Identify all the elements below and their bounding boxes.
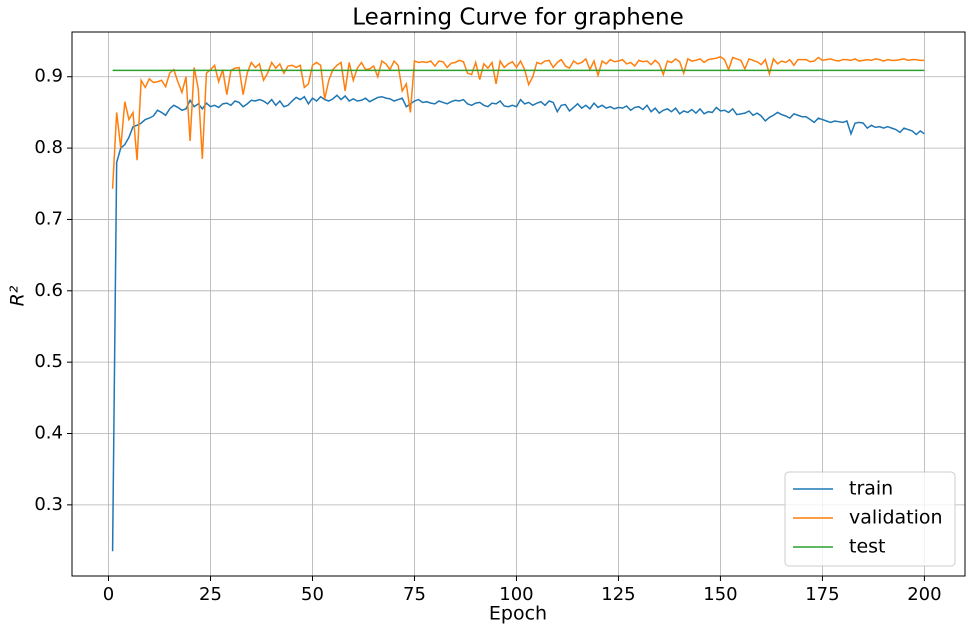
line-series [111,55,925,189]
y-tick-label: 0.3 [34,494,63,515]
y-tick-label: 0.4 [34,423,63,444]
x-axis-label: Epoch [489,603,547,625]
y-tick-label: 0.5 [34,351,63,372]
y-tick-label: 0.8 [34,137,63,158]
x-tick-label: 175 [805,584,839,605]
plot-frame [71,31,966,577]
x-tick-label: 150 [703,584,737,605]
legend-label: train [849,478,893,500]
y-axis-label: R² [7,285,29,306]
legend-label: test [849,536,886,558]
x-tick-label: 200 [907,584,941,605]
x-tick-label: 0 [103,584,114,605]
line-series [111,94,925,552]
x-tick-label: 50 [301,584,324,605]
y-tick-label: 0.7 [34,208,63,229]
x-tick-label: 100 [499,584,533,605]
y-tick-label: 0.9 [34,66,63,87]
legend: train validation test [784,471,956,567]
legend-label: validation [849,507,943,529]
chart-title: Learning Curve for graphene [352,5,683,31]
x-tick-label: 125 [601,584,635,605]
legend-box [784,471,956,567]
y-tick-label: 0.6 [34,280,63,301]
x-tick-label: 25 [199,584,222,605]
x-tick-label: 75 [403,584,426,605]
